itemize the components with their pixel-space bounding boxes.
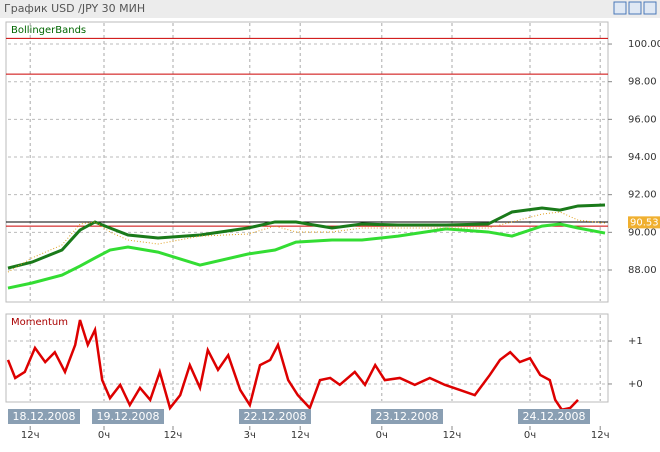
- series-line: [7, 203, 606, 270]
- last-value-box: [628, 216, 660, 229]
- x-tick-label: 0ч: [98, 430, 110, 441]
- date-tick-label: 19.12.2008: [97, 410, 160, 423]
- date-tick-label: 23.12.2008: [376, 410, 439, 423]
- x-tick-label: 12ч: [443, 430, 462, 441]
- momentum-panel: [5, 313, 609, 403]
- date-tick-box: [8, 409, 80, 424]
- button-close[interactable]: [643, 1, 657, 15]
- series-line: [7, 222, 606, 290]
- button-tile[interactable]: [613, 1, 627, 15]
- y-tick-label: 98.00: [628, 77, 657, 88]
- y-tick-label: 90.00: [628, 227, 657, 238]
- panel-title: Momentum: [11, 317, 68, 328]
- y-tick-label: 100.00: [628, 39, 660, 50]
- x-tick-label: 3ч: [244, 430, 256, 441]
- last-value-label: 90.53: [630, 217, 659, 228]
- price-panel: [5, 21, 609, 303]
- y-tick-label: 96.00: [628, 114, 657, 125]
- y-tick-label: +0: [628, 379, 643, 390]
- y-tick-label: +1: [628, 336, 643, 347]
- x-tick-label: 12ч: [291, 430, 310, 441]
- y-tick-label: 94.00: [628, 152, 657, 163]
- title-bar: [0, 0, 660, 18]
- date-tick-label: 18.12.2008: [13, 410, 76, 423]
- x-tick-label: 12ч: [164, 430, 183, 441]
- x-tick-label: 0ч: [524, 430, 536, 441]
- date-tick-box: [239, 409, 311, 424]
- date-tick-box: [92, 409, 164, 424]
- window-title: График USD /JPY 30 МИН: [4, 2, 145, 15]
- date-tick-box: [371, 409, 443, 424]
- date-tick-label: 22.12.2008: [244, 410, 307, 423]
- x-tick-label: 12ч: [21, 430, 40, 441]
- x-tick-label: 0ч: [376, 430, 388, 441]
- x-tick-label: 12ч: [591, 430, 610, 441]
- y-tick-label: 88.00: [628, 265, 657, 276]
- date-tick-label: 24.12.2008: [523, 410, 586, 423]
- date-tick-box: [518, 409, 590, 424]
- panel-title: BollingerBands: [11, 25, 86, 36]
- series-line: [6, 319, 579, 412]
- button-split[interactable]: [628, 1, 642, 15]
- y-tick-label: 92.00: [628, 190, 657, 201]
